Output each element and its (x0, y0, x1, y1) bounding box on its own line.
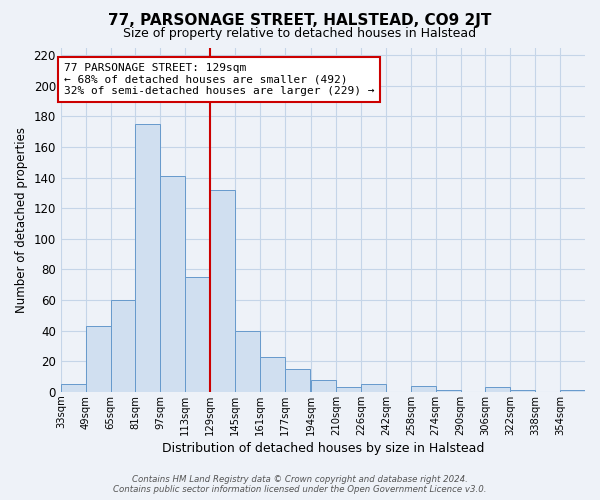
Bar (61, 384, 86, 392)
Bar (285, 369, 310, 392)
Bar (185, 277, 210, 392)
Bar (511, 390, 535, 392)
Bar (260, 356, 285, 392)
Bar (560, 390, 585, 392)
Bar (160, 176, 185, 392)
X-axis label: Distribution of detached houses by size in Halstead: Distribution of detached houses by size … (162, 442, 484, 455)
Bar (361, 384, 386, 392)
Bar (411, 386, 436, 392)
Bar (336, 388, 361, 392)
Bar (210, 190, 235, 392)
Bar (235, 330, 260, 392)
Y-axis label: Number of detached properties: Number of detached properties (15, 126, 28, 312)
Bar (485, 388, 511, 392)
Text: Contains HM Land Registry data © Crown copyright and database right 2024.
Contai: Contains HM Land Registry data © Crown c… (113, 474, 487, 494)
Bar (136, 124, 160, 392)
Text: 77 PARSONAGE STREET: 129sqm
← 68% of detached houses are smaller (492)
32% of se: 77 PARSONAGE STREET: 129sqm ← 68% of det… (64, 63, 374, 96)
Bar (311, 380, 336, 392)
Text: 77, PARSONAGE STREET, HALSTEAD, CO9 2JT: 77, PARSONAGE STREET, HALSTEAD, CO9 2JT (109, 12, 491, 28)
Bar (436, 390, 461, 392)
Bar (86, 326, 110, 392)
Text: Size of property relative to detached houses in Halstead: Size of property relative to detached ho… (124, 28, 476, 40)
Bar (110, 300, 136, 392)
